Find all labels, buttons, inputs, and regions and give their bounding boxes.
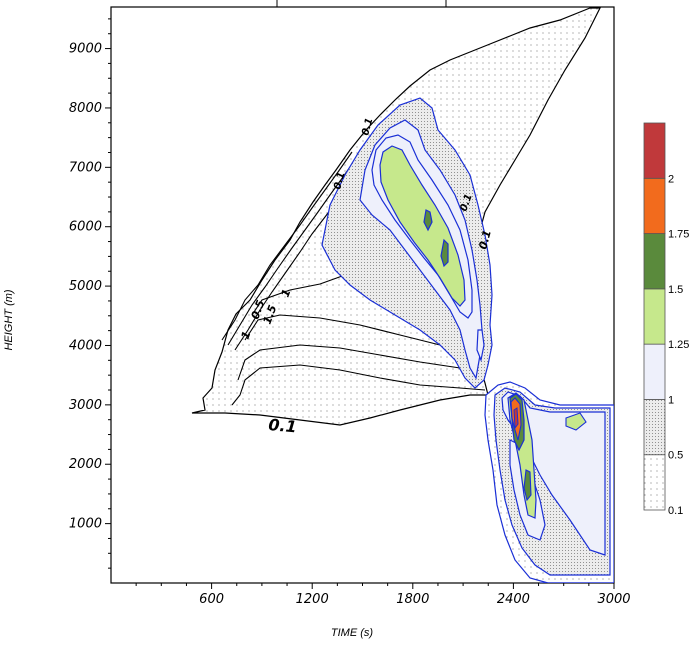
- plume2-1.5-lower: [523, 469, 532, 502]
- contour-label: 1: [279, 287, 294, 299]
- y-tick-label: 4000: [69, 338, 102, 353]
- x-tick-label: 1800: [396, 592, 429, 607]
- contour-line-c: [244, 314, 476, 353]
- colorbar-label: 0.1: [668, 505, 683, 517]
- colorbar-label: 2: [668, 173, 674, 185]
- plume1-1.5: [423, 209, 433, 232]
- colorbar-label: 1.75: [668, 229, 689, 241]
- colorbar-label: 1.25: [668, 339, 689, 351]
- colorbar-band: [643, 399, 666, 456]
- contour-label: 0.1: [332, 171, 347, 191]
- contour-label: 0.1: [476, 229, 494, 251]
- colorbar-label: 0.5: [668, 450, 683, 462]
- contour-field: [191, 7, 614, 583]
- colorbar-label: 1.5: [668, 284, 683, 296]
- contour-line-a: [231, 364, 486, 406]
- y-tick-label: 2000: [69, 457, 102, 472]
- x-tick-label: 2400: [497, 592, 530, 607]
- contour-label: 0.1: [360, 117, 375, 137]
- contour-label: 1.5: [261, 303, 280, 326]
- colorbar-band: [643, 122, 666, 179]
- x-tick-label: 600: [199, 592, 224, 607]
- y-tick-label: 3000: [69, 398, 102, 413]
- y-tick-label: 9000: [69, 42, 102, 57]
- colorbar-band: [643, 454, 666, 511]
- x-tick-label: 1200: [296, 592, 329, 607]
- y-tick-label: 8000: [69, 101, 102, 116]
- y-axis-title: HEIGHT (m): [3, 289, 15, 350]
- contour-line-e: [221, 151, 353, 341]
- x-tick-label: 3000: [597, 592, 630, 607]
- plume2-2: [513, 407, 519, 430]
- y-tick-label: 5000: [69, 279, 102, 294]
- contour-line-b: [237, 344, 486, 381]
- contour-label: 0.5: [249, 298, 268, 321]
- x-axis-title: TIME (s): [331, 627, 373, 639]
- plume1-lower-blob: [476, 329, 485, 363]
- y-tick-label: 1000: [69, 517, 102, 532]
- y-tick-label: 7000: [69, 160, 102, 175]
- colorbar-band: [643, 177, 666, 234]
- contour-line-f: [227, 156, 358, 346]
- colorbar-band: [643, 233, 666, 290]
- y-tick-label: 6000: [69, 220, 102, 235]
- colorbar-band: [643, 288, 666, 345]
- contour-label: 1: [239, 329, 254, 341]
- axes: 600 1200 1800 2400 3000 1000 2000 3000 4000 5000 6…: [69, 18, 631, 607]
- plume2-1.25-right: [565, 412, 587, 431]
- contour-label: 0.1: [268, 415, 298, 436]
- colorbar-band: [643, 343, 666, 400]
- colorbar: 0.1 0.5 1 1.25 1.5 1.75 2: [643, 122, 689, 517]
- plume1-1.5b: [440, 238, 449, 268]
- colorbar-label: 1: [668, 394, 674, 406]
